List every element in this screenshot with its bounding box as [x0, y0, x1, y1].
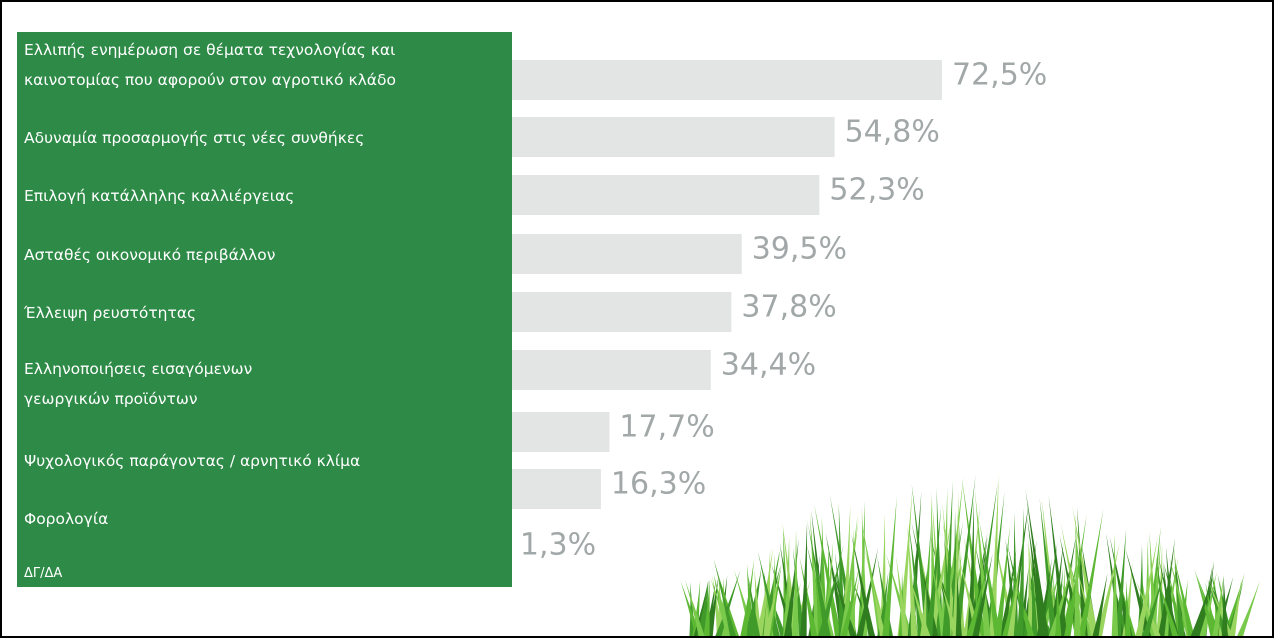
- grass-blade: [967, 498, 974, 636]
- grass-blade: [955, 570, 962, 636]
- value-label: 17,7%: [619, 410, 714, 445]
- grass-blade: [799, 557, 818, 636]
- grass-blade: [885, 552, 913, 636]
- grass-blade: [974, 489, 991, 636]
- bar: [502, 292, 732, 332]
- grass-blade: [696, 580, 709, 636]
- value-label: 16,3%: [611, 467, 706, 502]
- grass-blade: [784, 538, 799, 636]
- grass-blade: [838, 502, 846, 636]
- grass-blade: [1156, 544, 1163, 636]
- bar: [502, 350, 711, 390]
- grass-blade: [703, 579, 710, 636]
- grass-blade: [1016, 507, 1024, 636]
- category-label: ΔΓ/ΔΑ: [24, 566, 63, 581]
- grass-blade: [1111, 533, 1119, 636]
- grass-blade: [1092, 573, 1108, 636]
- bar: [502, 412, 610, 452]
- grass-blade: [1125, 548, 1152, 636]
- grass-blade: [861, 520, 885, 636]
- grass-blade: [747, 574, 761, 636]
- grass-blade: [920, 580, 927, 636]
- grass-blade: [1036, 558, 1052, 636]
- grass-blade: [1212, 576, 1224, 636]
- grass-blade: [1009, 567, 1035, 636]
- grass-blade: [685, 579, 705, 636]
- grass-blade: [800, 521, 808, 636]
- bar: [502, 469, 601, 509]
- category-label: Ψυχολογικός παράγοντας / αρνητικό κλίμα: [24, 452, 361, 470]
- grass-blade: [765, 564, 782, 636]
- grass-blade: [740, 558, 755, 636]
- grass-blade: [1135, 580, 1161, 636]
- value-label: 1,3%: [520, 528, 596, 563]
- grass-blade: [1112, 555, 1136, 636]
- grass-blade: [1157, 537, 1176, 636]
- category-label: Ασταθές οικονομικό περιβάλλον: [24, 246, 276, 264]
- grass-blade: [871, 580, 886, 636]
- grass-blade: [911, 483, 932, 636]
- grass-blade: [925, 506, 942, 636]
- grass-blade: [792, 529, 799, 636]
- value-label: 39,5%: [752, 232, 847, 267]
- bar: [502, 175, 820, 215]
- bar: [502, 234, 742, 274]
- grass-blade: [930, 556, 948, 636]
- grass-blade: [882, 495, 897, 636]
- category-label: Επιλογή κατάλληλης καλλιέργειας: [24, 187, 295, 205]
- grass-decoration: [680, 474, 1260, 636]
- category-label: Ελληνοποιήσεις εισαγόμενων γεωργικών προ…: [24, 360, 253, 408]
- grass-blade: [940, 580, 960, 636]
- grass-blade: [1221, 575, 1228, 636]
- grass-blade: [712, 575, 723, 636]
- grass-blade: [1073, 513, 1081, 636]
- grass-blade: [1174, 558, 1195, 636]
- grass-blade: [763, 573, 780, 636]
- grass-blade: [1114, 528, 1127, 636]
- grass-blade: [1158, 557, 1179, 636]
- grass-blade: [710, 578, 733, 636]
- grass-blade: [1031, 556, 1038, 636]
- grass-blade: [1048, 495, 1068, 636]
- grass-blade: [1055, 581, 1062, 636]
- grass-blade: [1124, 580, 1131, 636]
- grass-blade: [908, 524, 925, 636]
- bar: [502, 117, 835, 157]
- value-label: 54,8%: [845, 115, 940, 150]
- grass-blade: [1007, 561, 1020, 636]
- grass-blade: [979, 520, 1001, 636]
- grass-blade: [1149, 531, 1158, 636]
- category-label: Έλλειψη ρευστότητας: [24, 304, 197, 322]
- grass-blade: [744, 575, 761, 636]
- grass-blade: [1207, 579, 1229, 636]
- grass-blade: [783, 537, 790, 636]
- category-label: Ελλιπής ενημέρωση σε θέματα τεχνολογίας …: [24, 41, 396, 89]
- grass-blade: [994, 526, 1010, 636]
- grass-blade: [814, 503, 842, 636]
- bar: [502, 60, 942, 100]
- grass-blade: [706, 576, 719, 636]
- grass-blade: [907, 525, 918, 636]
- value-label: 37,8%: [741, 290, 836, 325]
- grass-blade: [877, 571, 889, 636]
- grass-blade: [808, 523, 831, 636]
- grass-blade: [1229, 579, 1242, 636]
- grass-blade: [851, 533, 875, 636]
- value-label: 72,5%: [952, 58, 1047, 93]
- grass-blade: [1025, 489, 1049, 636]
- grass-blade: [1174, 564, 1185, 636]
- value-label: 34,4%: [721, 348, 816, 383]
- grass-blade: [989, 474, 999, 636]
- category-label: Αδυναμία προσαρμογής στις νέες συνθήκες: [24, 129, 365, 147]
- value-label: 52,3%: [829, 173, 924, 208]
- grass-blade: [897, 487, 913, 636]
- category-label: Φορολογία: [24, 510, 109, 528]
- grass-blade: [896, 556, 909, 636]
- grass-blade: [829, 494, 857, 636]
- label-panel: [17, 32, 512, 587]
